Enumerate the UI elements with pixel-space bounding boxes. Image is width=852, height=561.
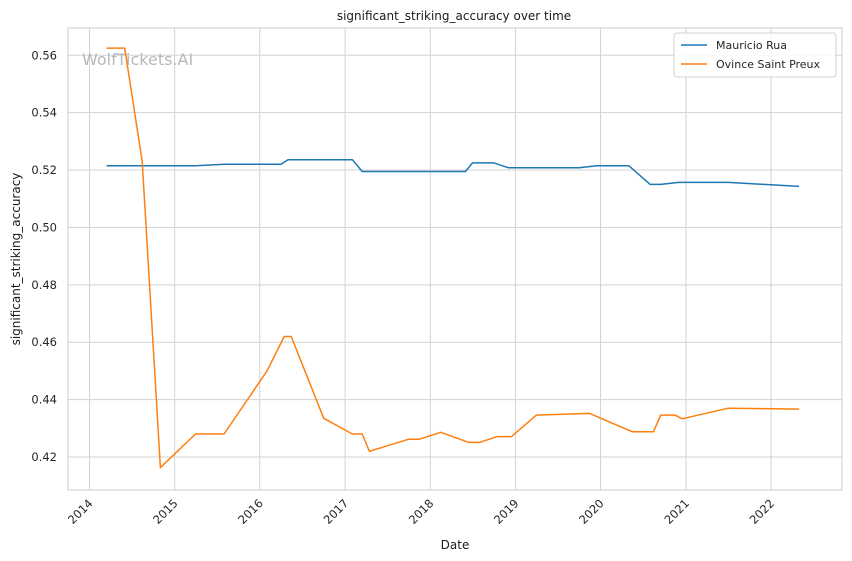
watermark: WolfTickets.AI [82,50,193,69]
y-tick-label: 0.50 [31,220,57,234]
y-tick-label: 0.56 [31,48,57,62]
series-line-2 [106,47,800,469]
x-axis-ticks: 2014 2015 2016 2017 2018 2019 2020 2021 2022 [65,496,777,527]
x-axis-label: Date [441,538,470,552]
legend: Mauricio Rua Ovince Saint Preux [673,32,837,78]
legend-entry: Mauricio Rua [716,39,787,52]
x-tick-label: 2016 [235,496,266,527]
x-tick-label: 2022 [747,496,778,527]
x-tick-label: 2019 [491,496,522,527]
x-tick-label: 2021 [661,496,692,527]
x-tick-label: 2014 [65,496,96,527]
plot-frame [67,27,843,491]
y-axis-ticks: 0.42 0.44 0.46 0.48 0.50 0.52 0.54 0.56 [31,48,57,464]
series-layer [106,47,800,469]
chart-title: significant_striking_accuracy over time [337,9,571,23]
y-axis-label: significant_striking_accuracy [9,173,23,346]
y-tick-label: 0.42 [31,450,57,464]
x-tick-label: 2015 [150,496,181,527]
x-tick-label: 2018 [406,496,437,527]
y-tick-label: 0.44 [31,393,57,407]
legend-box [673,32,837,78]
y-tick-label: 0.54 [31,106,57,120]
grid [68,28,842,490]
x-tick-label: 2017 [321,496,352,527]
legend-entry: Ovince Saint Preux [716,58,821,71]
series-line-1 [106,158,800,188]
y-tick-label: 0.48 [31,278,57,292]
y-tick-label: 0.46 [31,335,57,349]
x-tick-label: 2020 [576,496,607,527]
y-tick-label: 0.52 [31,163,57,177]
